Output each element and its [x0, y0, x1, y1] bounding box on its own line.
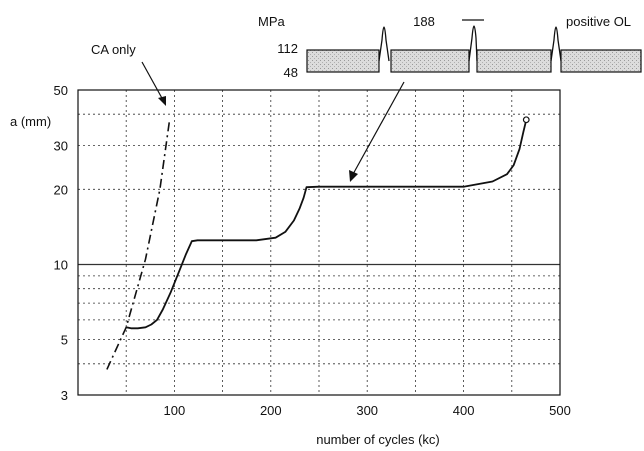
- ca-only-arrow: [141, 61, 164, 101]
- overload-spike-2: [468, 25, 478, 62]
- ca-only-arrow-head: [158, 96, 166, 106]
- x-tick-label: 300: [356, 403, 378, 418]
- series-layer: [106, 116, 530, 370]
- overload-spike-1: [378, 26, 390, 62]
- plot-grid: [78, 90, 560, 395]
- overload-spike-3: [550, 26, 562, 62]
- y-tick-label: 3: [61, 388, 68, 403]
- x-tick-label: 200: [260, 403, 282, 418]
- x-tick-label: 100: [164, 403, 186, 418]
- y-tick-label: 30: [54, 138, 68, 153]
- ca-block-3: [476, 49, 552, 73]
- positive-ol-label: positive OL: [566, 14, 631, 29]
- ca-block-2: [390, 49, 470, 73]
- loading-schematic: MPa 112 48 188 positive OL: [258, 14, 642, 182]
- ca-only-series-line: [106, 119, 171, 370]
- overload-stress-label: 188: [413, 14, 435, 29]
- y-tick-label: 5: [61, 333, 68, 348]
- ca-block-1: [306, 49, 380, 73]
- positive-ol-series-line: [126, 119, 528, 330]
- y-tick-label: 50: [54, 83, 68, 98]
- y-tick-label: 10: [54, 257, 68, 272]
- y-axis-label: a (mm): [10, 114, 51, 129]
- stress-unit-label: MPa: [258, 14, 286, 29]
- y-tick-label: 20: [54, 182, 68, 197]
- series-end-marker: [522, 116, 530, 124]
- y-axis-tick-labels: 3 5 10 20 30 50: [54, 83, 68, 403]
- x-tick-label: 500: [549, 403, 571, 418]
- schematic-arrow-head: [349, 170, 358, 182]
- stress-level-min-label: 48: [284, 65, 298, 80]
- stress-level-max-label: 112: [277, 41, 298, 56]
- ca-only-label: CA only: [91, 42, 136, 57]
- plot-frame: [77, 89, 561, 396]
- ca-only-annotation: CA only: [91, 42, 166, 106]
- x-axis-tick-labels: 100 200 300 400 500: [164, 403, 571, 418]
- schematic-arrow: [351, 81, 405, 177]
- x-axis-label: number of cycles (kc): [316, 432, 440, 447]
- ca-block-4: [560, 49, 642, 73]
- x-tick-label: 400: [453, 403, 475, 418]
